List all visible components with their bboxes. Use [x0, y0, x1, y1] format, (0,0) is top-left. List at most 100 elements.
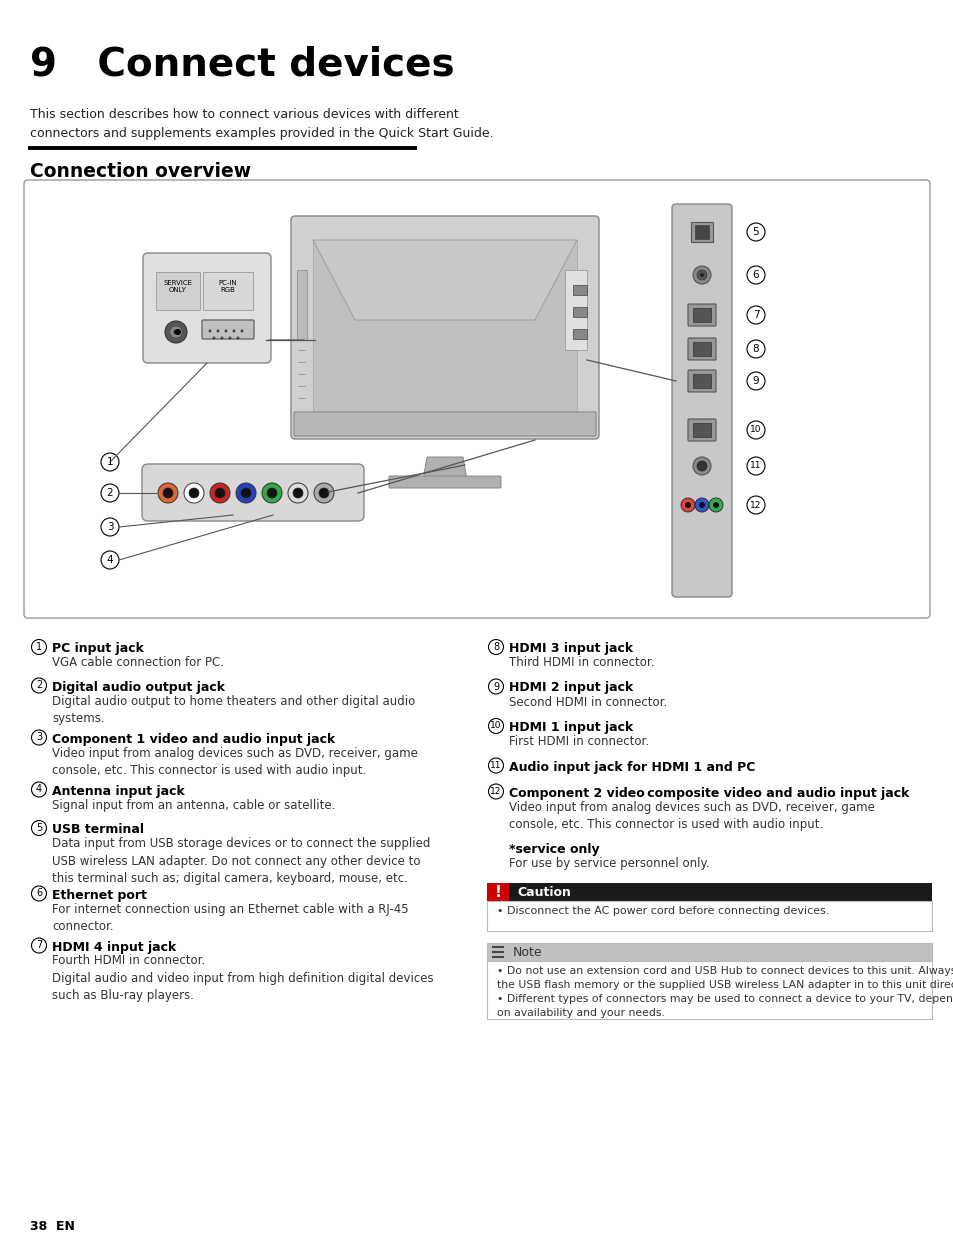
Text: PC input jack: PC input jack — [52, 642, 144, 655]
Circle shape — [173, 330, 178, 335]
Circle shape — [241, 488, 251, 498]
Circle shape — [262, 483, 282, 503]
Circle shape — [214, 488, 225, 498]
Circle shape — [488, 758, 503, 773]
Bar — [486, 883, 509, 900]
Text: Component 2 video composite video and audio input jack: Component 2 video composite video and au… — [509, 787, 908, 799]
Circle shape — [31, 820, 47, 836]
Text: • Do not use an extension cord and USB Hub to connect devices to this unit. Alwa: • Do not use an extension cord and USB H… — [497, 967, 953, 989]
FancyBboxPatch shape — [687, 304, 716, 326]
Circle shape — [174, 329, 181, 335]
Text: Caution: Caution — [517, 885, 570, 899]
Circle shape — [184, 483, 204, 503]
Circle shape — [31, 730, 47, 745]
Text: 1: 1 — [36, 642, 42, 652]
FancyBboxPatch shape — [690, 222, 712, 242]
Circle shape — [488, 784, 503, 799]
Circle shape — [170, 326, 182, 338]
Circle shape — [101, 453, 119, 471]
Circle shape — [700, 273, 703, 277]
Text: 7: 7 — [752, 310, 759, 320]
Text: • Different types of connectors may be used to connect a device to your TV, depe: • Different types of connectors may be u… — [497, 994, 953, 1018]
Circle shape — [746, 224, 764, 241]
Circle shape — [236, 336, 239, 340]
Circle shape — [692, 457, 710, 475]
Circle shape — [699, 501, 704, 508]
Circle shape — [31, 782, 47, 797]
Circle shape — [746, 372, 764, 390]
FancyBboxPatch shape — [671, 204, 731, 597]
Text: HDMI 3 input jack: HDMI 3 input jack — [509, 642, 633, 655]
Text: Audio input jack for HDMI 1 and PC: Audio input jack for HDMI 1 and PC — [509, 761, 755, 773]
Circle shape — [684, 501, 690, 508]
Bar — [486, 942, 931, 961]
Text: Data input from USB storage devices or to connect the supplied
USB wireless LAN : Data input from USB storage devices or t… — [52, 837, 430, 885]
FancyBboxPatch shape — [313, 240, 577, 417]
FancyBboxPatch shape — [294, 412, 596, 436]
Circle shape — [746, 421, 764, 438]
Circle shape — [746, 457, 764, 475]
Text: *service only: *service only — [509, 842, 599, 856]
Text: Note: Note — [513, 946, 542, 960]
Text: 8: 8 — [752, 345, 759, 354]
Circle shape — [213, 336, 215, 340]
Circle shape — [216, 330, 219, 332]
Text: 3: 3 — [107, 522, 113, 532]
Text: Fourth HDMI in connector.
Digital audio and video input from high definition dig: Fourth HDMI in connector. Digital audio … — [52, 955, 434, 1003]
Text: 9   Connect devices: 9 Connect devices — [30, 44, 455, 83]
Text: Third HDMI in connector.: Third HDMI in connector. — [509, 656, 654, 669]
Text: 10: 10 — [490, 721, 501, 730]
Circle shape — [210, 483, 230, 503]
Text: • Disconnect the AC power cord before connecting devices.: • Disconnect the AC power cord before co… — [497, 905, 828, 915]
FancyBboxPatch shape — [389, 475, 500, 488]
Circle shape — [267, 488, 276, 498]
Circle shape — [209, 330, 212, 332]
Text: This section describes how to connect various devices with different
connectors : This section describes how to connect va… — [30, 107, 493, 140]
Bar — [486, 883, 931, 900]
Circle shape — [746, 266, 764, 284]
Text: 5: 5 — [752, 227, 759, 237]
Text: 12: 12 — [490, 787, 501, 797]
Text: 1: 1 — [107, 457, 113, 467]
Text: Ethernet port: Ethernet port — [52, 888, 147, 902]
Text: HDMI 4 input jack: HDMI 4 input jack — [52, 941, 176, 953]
Text: Connection overview: Connection overview — [30, 162, 251, 182]
Circle shape — [318, 488, 329, 498]
Text: 11: 11 — [749, 462, 760, 471]
Text: !: ! — [494, 885, 501, 900]
Circle shape — [233, 330, 235, 332]
Text: For use by service personnel only.: For use by service personnel only. — [509, 857, 709, 871]
FancyBboxPatch shape — [142, 464, 364, 521]
Circle shape — [488, 719, 503, 734]
Text: 10: 10 — [749, 426, 760, 435]
Text: Signal input from an antenna, cable or satellite.: Signal input from an antenna, cable or s… — [52, 799, 335, 811]
Text: 2: 2 — [107, 488, 113, 498]
Text: 38  EN: 38 EN — [30, 1220, 74, 1233]
Circle shape — [746, 340, 764, 358]
Circle shape — [746, 306, 764, 324]
Bar — [486, 961, 931, 1019]
Circle shape — [680, 498, 695, 513]
Text: USB terminal: USB terminal — [52, 823, 144, 836]
Text: 4: 4 — [36, 784, 42, 794]
Circle shape — [746, 496, 764, 514]
Circle shape — [695, 498, 708, 513]
Text: VGA cable connection for PC.: VGA cable connection for PC. — [52, 656, 224, 669]
Circle shape — [163, 488, 172, 498]
Text: 11: 11 — [490, 761, 501, 769]
Circle shape — [240, 330, 243, 332]
FancyBboxPatch shape — [24, 180, 929, 618]
FancyBboxPatch shape — [692, 308, 710, 322]
Text: 9: 9 — [493, 682, 498, 692]
FancyBboxPatch shape — [156, 272, 200, 310]
Circle shape — [229, 336, 232, 340]
Circle shape — [488, 679, 503, 694]
Circle shape — [31, 678, 47, 693]
Circle shape — [697, 461, 706, 471]
Text: PC-IN
RGB: PC-IN RGB — [218, 280, 237, 293]
Circle shape — [189, 488, 199, 498]
Text: Antenna input jack: Antenna input jack — [52, 784, 185, 798]
Circle shape — [692, 266, 710, 284]
FancyBboxPatch shape — [203, 272, 253, 310]
Circle shape — [101, 551, 119, 569]
